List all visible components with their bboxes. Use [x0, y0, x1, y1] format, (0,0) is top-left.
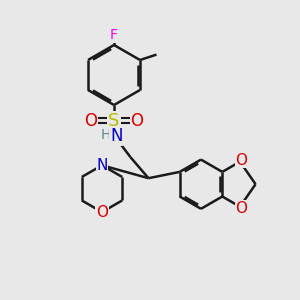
Text: O: O: [96, 205, 108, 220]
Text: N: N: [96, 158, 108, 173]
Text: O: O: [84, 112, 98, 130]
Text: O: O: [236, 153, 247, 168]
Text: O: O: [236, 201, 247, 216]
Text: O: O: [130, 112, 144, 130]
Text: N: N: [110, 127, 123, 145]
Text: F: F: [110, 28, 118, 42]
Text: H: H: [100, 128, 111, 142]
Text: S: S: [108, 112, 120, 130]
